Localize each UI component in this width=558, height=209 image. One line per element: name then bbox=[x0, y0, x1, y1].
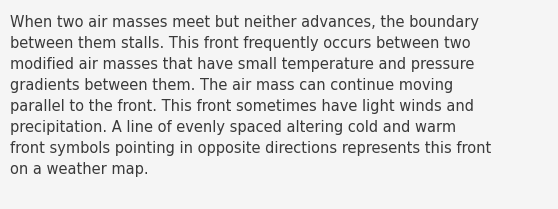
Text: When two air masses meet but neither advances, the boundary
between them stalls.: When two air masses meet but neither adv… bbox=[10, 15, 491, 177]
